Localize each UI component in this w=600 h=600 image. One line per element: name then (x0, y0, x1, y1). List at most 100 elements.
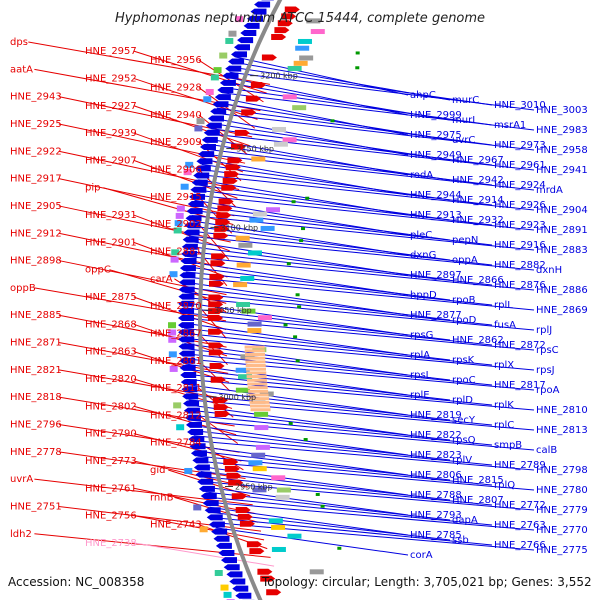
left-gene-label: oppC (85, 265, 111, 276)
left-gene-label: HNE_2885 (10, 310, 62, 321)
right-label-connector (200, 470, 451, 501)
reverse-gene-arrow (212, 101, 229, 108)
right-label-connector (209, 133, 535, 171)
feature-category-block (241, 308, 256, 314)
left-gene-label: HNE_2915 (150, 192, 202, 203)
right-label-connector (184, 286, 451, 321)
forward-gene-arrow (245, 95, 261, 102)
gc-skew-band (245, 364, 266, 368)
gc-skew-band (250, 404, 271, 408)
right-gene-label: HNE_2810 (536, 405, 588, 416)
reverse-gene-arrow (208, 521, 225, 528)
right-label-connector (212, 517, 493, 546)
right-label-connector (184, 343, 409, 376)
reverse-gene-arrow (181, 386, 198, 393)
right-label-connector (229, 71, 535, 111)
reverse-gene-arrow (196, 158, 213, 165)
feature-strip-block (173, 402, 182, 409)
right-label-connector (188, 399, 535, 431)
right-gene-label: ahpC (410, 90, 436, 101)
right-gene-label: rplC (494, 420, 514, 431)
reverse-gene-arrow (200, 493, 217, 500)
reverse-gene-arrow (178, 293, 195, 300)
right-gene-label: rplE (410, 390, 430, 401)
right-gene-label: rplA (410, 350, 430, 361)
feature-marker (297, 305, 302, 309)
reverse-gene-arrow (194, 165, 211, 172)
right-label-connector (214, 522, 535, 551)
forward-gene-arrow (225, 164, 241, 171)
feature-category-block (271, 546, 286, 552)
reverse-gene-arrow (202, 500, 219, 507)
right-label-connector (220, 97, 409, 136)
right-gene-label: HNE_2923 (494, 220, 546, 231)
right-label-connector (187, 245, 451, 281)
right-gene-label: rpsJ (536, 365, 555, 376)
feature-strip-block (168, 336, 177, 343)
forward-gene-arrow (250, 81, 266, 88)
left-gene-label: HNE_2881 (150, 246, 202, 257)
right-label-connector (197, 455, 493, 486)
feature-strip-block (235, 16, 244, 23)
right-gene-label: HNE_2869 (536, 305, 588, 316)
right-label-connector (208, 501, 535, 531)
forward-gene-arrow (208, 301, 224, 308)
left-label-connector (58, 505, 262, 532)
feature-marker (293, 335, 298, 339)
reverse-gene-arrow (243, 22, 260, 29)
feature-category-block (235, 387, 250, 393)
feature-strip-block (194, 125, 203, 132)
forward-gene-arrow (223, 459, 239, 466)
left-gene-label: HNE_2901 (85, 237, 137, 248)
right-gene-label: HNE_2770 (536, 525, 588, 536)
reverse-gene-arrow (228, 58, 245, 65)
forward-gene-arrow (241, 109, 257, 116)
left-gene-label: HNE_2821 (10, 365, 62, 376)
feature-strip-block (185, 161, 194, 168)
reverse-gene-arrow (213, 535, 230, 542)
feature-category-block (299, 55, 314, 61)
feature-strip-block (176, 205, 185, 212)
left-gene-label: HNE_2943 (10, 92, 62, 103)
left-gene-label: HNE_2743 (150, 520, 202, 531)
gc-skew-band (248, 393, 269, 397)
reverse-gene-arrow (210, 108, 227, 115)
forward-gene-arrow (281, 13, 297, 20)
right-label-connector (187, 250, 493, 286)
right-label-connector (184, 302, 409, 336)
reverse-gene-arrow (184, 414, 201, 421)
reverse-gene-arrow (179, 279, 196, 286)
feature-strip-block (168, 322, 177, 329)
right-gene-label: HNE_2973 (494, 140, 546, 151)
right-gene-label: rpoC (452, 375, 476, 386)
right-gene-label: HNE_2798 (536, 465, 588, 476)
left-label-connector (198, 360, 231, 392)
feature-strip-block (169, 365, 178, 372)
feature-category-block (295, 45, 310, 51)
reverse-gene-arrow (178, 314, 195, 321)
left-label-connector (198, 223, 230, 260)
reverse-gene-arrow (205, 122, 222, 129)
left-gene-label: HNE_2909 (150, 137, 202, 148)
gc-skew-band (245, 356, 266, 360)
reverse-gene-arrow (185, 421, 202, 428)
forward-gene-arrow (237, 513, 253, 520)
left-label-connector (133, 515, 265, 541)
left-gene-label: gid (150, 465, 165, 476)
feature-category-block (235, 367, 250, 373)
right-gene-label: rplQ (494, 480, 515, 491)
left-label-connector (133, 542, 275, 567)
right-gene-label: HNE_2772 (494, 500, 546, 511)
left-gene-label: HNE_2811 (150, 383, 202, 394)
right-gene-label: HNE_2932 (452, 215, 504, 226)
right-label-connector (189, 409, 451, 441)
forward-gene-arrow (208, 280, 224, 287)
feature-category-block (252, 211, 267, 217)
genome-backbone (198, 0, 283, 600)
right-gene-label: HNE_2779 (536, 505, 588, 516)
right-label-connector (198, 460, 535, 491)
right-gene-label: corA (410, 550, 433, 561)
left-gene-label: HNE_2738 (85, 538, 137, 549)
right-gene-label: HNE_2886 (536, 285, 588, 296)
right-label-connector (184, 353, 493, 386)
